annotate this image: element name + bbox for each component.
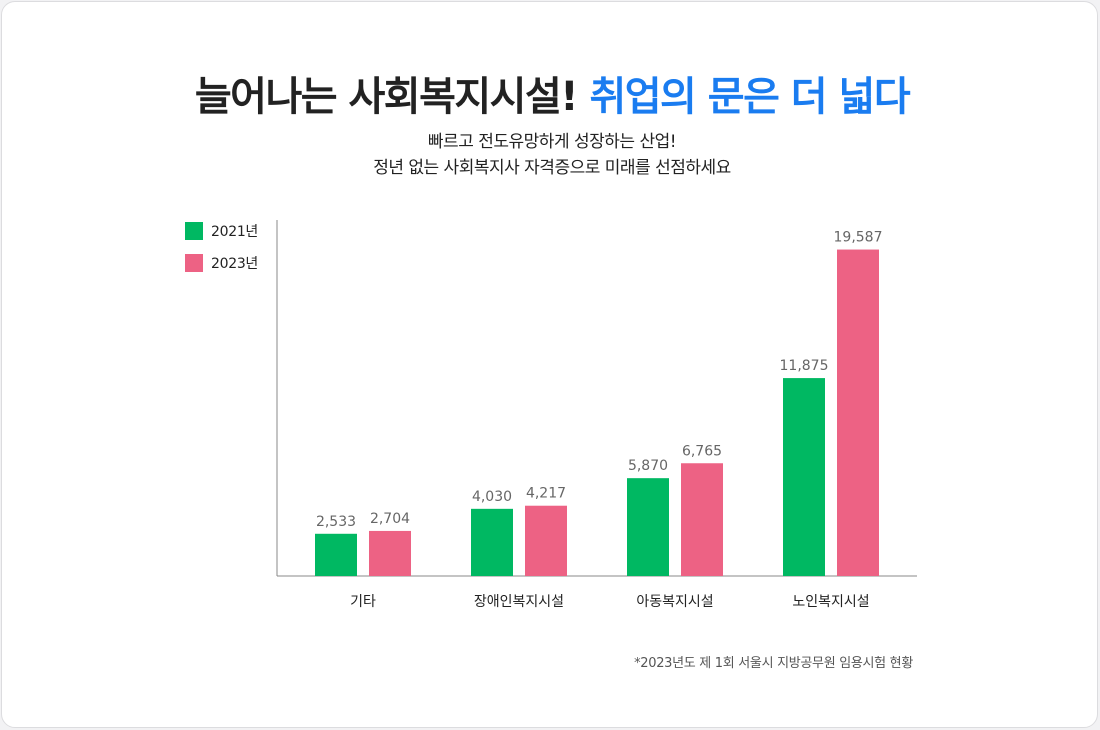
legend-item-2023: 2023년: [185, 254, 258, 272]
bar-2021-child: [627, 478, 669, 576]
data-label-2021-elderly: 11,875: [780, 358, 829, 374]
bar-2021-disabled: [471, 508, 513, 576]
chart-legend: 2021년 2023년: [185, 222, 258, 286]
bar-2021-elderly: [783, 378, 825, 576]
data-label-2023-child: 6,765: [682, 443, 722, 459]
subtitle-line-2: 정년 없는 사회복지사 자격증으로 미래를 선점하세요: [373, 158, 731, 178]
source-note: *2023년도 제 1회 서울시 지방공무원 임용시험 현황: [634, 656, 913, 671]
bar-2023-child: [681, 463, 723, 576]
bar-2023-etc: [369, 530, 411, 576]
data-label-2021-child: 5,870: [628, 458, 668, 474]
bar-2023-elderly: [837, 249, 879, 577]
data-label-2023-elderly: 19,587: [834, 230, 883, 246]
bar-2021-etc: [315, 533, 357, 576]
data-label-2023-disabled: 4,217: [526, 486, 566, 502]
legend-swatch-2021: [185, 222, 203, 240]
data-label-2021-etc: 2,533: [316, 514, 356, 530]
category-label-elderly: 노인복지시설: [792, 594, 869, 610]
legend-swatch-2023: [185, 254, 203, 272]
legend-label-2023: 2023년: [211, 256, 259, 272]
title-main: 늘어나는 사회복지시설!: [194, 74, 579, 120]
subtitle-line-1: 빠르고 전도유망하게 성장하는 산업!: [427, 132, 677, 152]
data-label-2023-etc: 2,704: [370, 511, 410, 527]
category-label-disabled: 장애인복지시설: [474, 594, 564, 610]
bars-group: 2,533 2,704 기타 4,030 4,217 장애인복지시설 5,870 6,765 아…: [315, 230, 883, 610]
title-accent: 취업의 문은 더 넓다: [589, 74, 910, 120]
legend-item-2021: 2021년: [185, 222, 258, 240]
bar-2023-disabled: [525, 505, 567, 576]
category-label-child: 아동복지시설: [636, 594, 713, 610]
legend-label-2021: 2021년: [211, 224, 259, 240]
page-title: 늘어나는 사회복지시설! 취업의 문은 더 넓다: [2, 64, 1100, 122]
subtitle: 빠르고 전도유망하게 성장하는 산업! 정년 없는 사회복지사 자격증으로 미래…: [2, 129, 1100, 181]
data-label-2021-disabled: 4,030: [472, 489, 512, 505]
category-label-etc: 기타: [350, 594, 376, 610]
